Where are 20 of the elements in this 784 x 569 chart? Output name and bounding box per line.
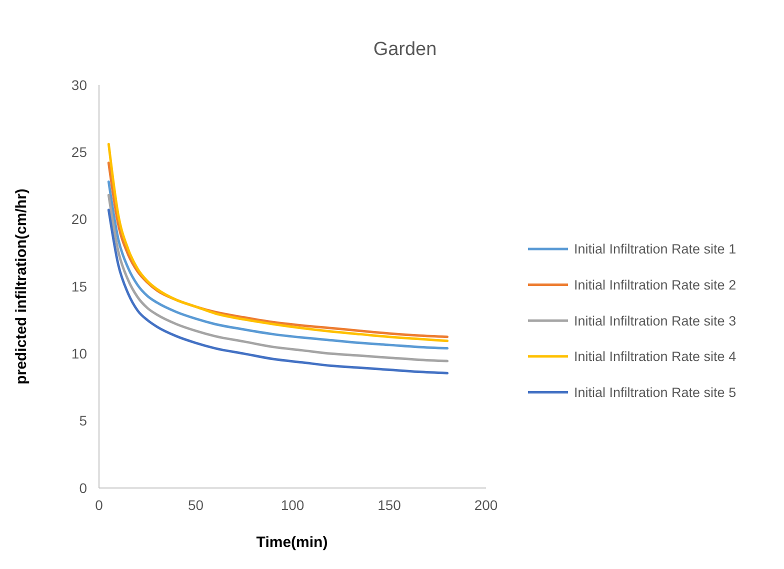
y-axis-title: predicted infiltration(cm/hr) — [13, 188, 30, 384]
legend-label: Initial Infiltration Rate site 2 — [574, 278, 736, 293]
x-tick-label: 150 — [378, 497, 402, 513]
y-tick-label: 15 — [71, 278, 88, 294]
y-tick-label: 30 — [71, 76, 88, 93]
x-tick-label: 100 — [280, 497, 304, 513]
x-tick-label: 0 — [95, 497, 104, 513]
legend-label: Initial Infiltration Rate site 1 — [574, 242, 736, 257]
y-tick-label: 20 — [71, 211, 88, 228]
y-tick-label: 10 — [71, 346, 88, 362]
legend-label: Initial Infiltration Rate site 3 — [574, 313, 736, 328]
legend-label: Initial Infiltration Rate site 5 — [574, 384, 736, 400]
x-tick-label: 200 — [474, 497, 498, 513]
y-tick-label: 5 — [79, 412, 88, 429]
y-tick-label: 25 — [71, 144, 88, 160]
y-tick-label: 0 — [79, 480, 88, 496]
x-axis-title: Time(min) — [256, 534, 328, 551]
chart-title: Garden — [373, 39, 437, 60]
x-tick-label: 50 — [188, 497, 204, 513]
legend-label: Initial Infiltration Rate site 4 — [574, 349, 737, 364]
